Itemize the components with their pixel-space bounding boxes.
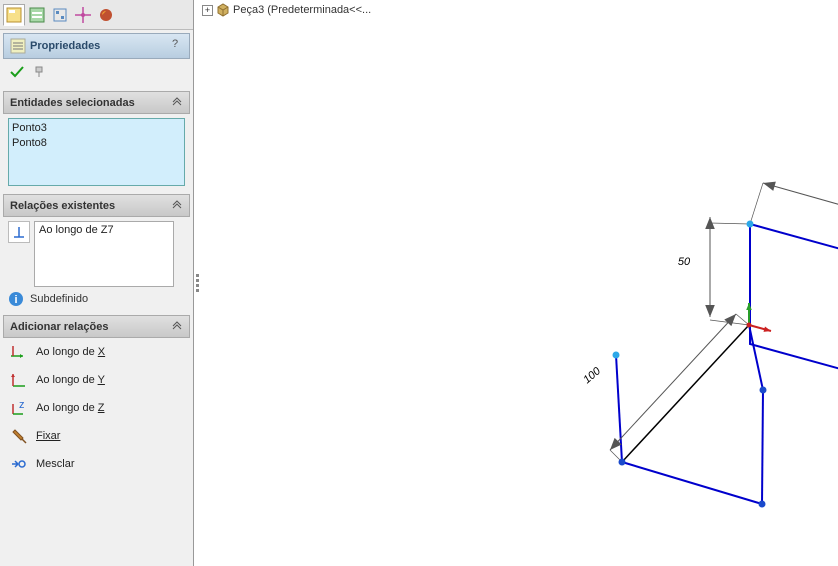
section-existing-title: Relações existentes bbox=[10, 200, 115, 212]
relation-label: Ao longo de Z bbox=[36, 402, 105, 414]
ok-button[interactable] bbox=[9, 64, 25, 83]
section-add-title: Adicionar relações bbox=[10, 321, 108, 333]
panel-title-bar: Propriedades ? bbox=[3, 33, 190, 59]
chevron-up-icon[interactable] bbox=[171, 319, 183, 334]
relation-fix[interactable]: Fixar bbox=[0, 422, 193, 450]
feature-manager-panel: Propriedades ? Entidades selecionadas Po… bbox=[0, 0, 194, 566]
svg-text:z: z bbox=[19, 399, 25, 411]
selected-entities-list[interactable]: Ponto3 Ponto8 bbox=[8, 118, 185, 186]
chevron-up-icon[interactable] bbox=[171, 198, 183, 213]
relation-along-z[interactable]: z Ao longo de Z bbox=[0, 394, 193, 422]
tab-configuration[interactable] bbox=[49, 4, 71, 26]
chevron-up-icon[interactable] bbox=[171, 95, 183, 110]
relation-merge[interactable]: Mesclar bbox=[0, 450, 193, 478]
existing-relations-list[interactable]: Ao longo de Z7 bbox=[34, 221, 174, 287]
info-icon: i bbox=[8, 291, 24, 307]
panel-title: Propriedades bbox=[30, 40, 100, 52]
existing-relations-row: Ao longo de Z7 bbox=[8, 221, 185, 287]
section-add-header[interactable]: Adicionar relações bbox=[3, 315, 190, 338]
panel-splitter[interactable] bbox=[194, 0, 200, 566]
along-y-icon bbox=[8, 369, 30, 391]
tab-property-manager[interactable] bbox=[26, 4, 48, 26]
sketch-drawing: 8050100 bbox=[194, 0, 838, 566]
perpendicular-icon[interactable] bbox=[8, 221, 30, 243]
tab-feature-tree[interactable] bbox=[3, 4, 25, 26]
along-x-icon bbox=[8, 341, 30, 363]
action-row bbox=[3, 62, 190, 85]
panel-tab-bar bbox=[0, 0, 193, 30]
properties-icon bbox=[10, 38, 26, 54]
list-item[interactable]: Ao longo de Z7 bbox=[39, 224, 169, 236]
help-icon[interactable]: ? bbox=[167, 38, 183, 54]
list-item[interactable]: Ponto8 bbox=[12, 136, 181, 151]
relation-along-y[interactable]: Ao longo de Y bbox=[0, 366, 193, 394]
splitter-handle[interactable] bbox=[194, 271, 200, 295]
relation-along-x[interactable]: Ao longo de X bbox=[0, 338, 193, 366]
svg-text:i: i bbox=[14, 294, 17, 306]
status-row: i Subdefinido bbox=[8, 291, 185, 307]
fix-icon bbox=[8, 425, 30, 447]
graphics-viewport[interactable]: + Peça3 (Predeterminada<<... 8050100 bbox=[194, 0, 838, 566]
svg-text:100: 100 bbox=[581, 365, 603, 387]
status-text: Subdefinido bbox=[30, 293, 88, 305]
relation-label: Mesclar bbox=[36, 458, 75, 470]
relation-label: Fixar bbox=[36, 430, 60, 442]
list-item[interactable]: Ponto3 bbox=[12, 121, 181, 136]
along-z-icon: z bbox=[8, 397, 30, 419]
tab-dimxpert[interactable] bbox=[72, 4, 94, 26]
relation-label: Ao longo de Y bbox=[36, 374, 105, 386]
section-entities-title: Entidades selecionadas bbox=[10, 97, 135, 109]
relation-label: Ao longo de X bbox=[36, 346, 105, 358]
svg-text:50: 50 bbox=[678, 256, 691, 268]
section-entities-header[interactable]: Entidades selecionadas bbox=[3, 91, 190, 114]
tab-render[interactable] bbox=[95, 4, 117, 26]
section-existing-header[interactable]: Relações existentes bbox=[3, 194, 190, 217]
pushpin-icon[interactable] bbox=[31, 64, 47, 83]
merge-icon bbox=[8, 453, 30, 475]
